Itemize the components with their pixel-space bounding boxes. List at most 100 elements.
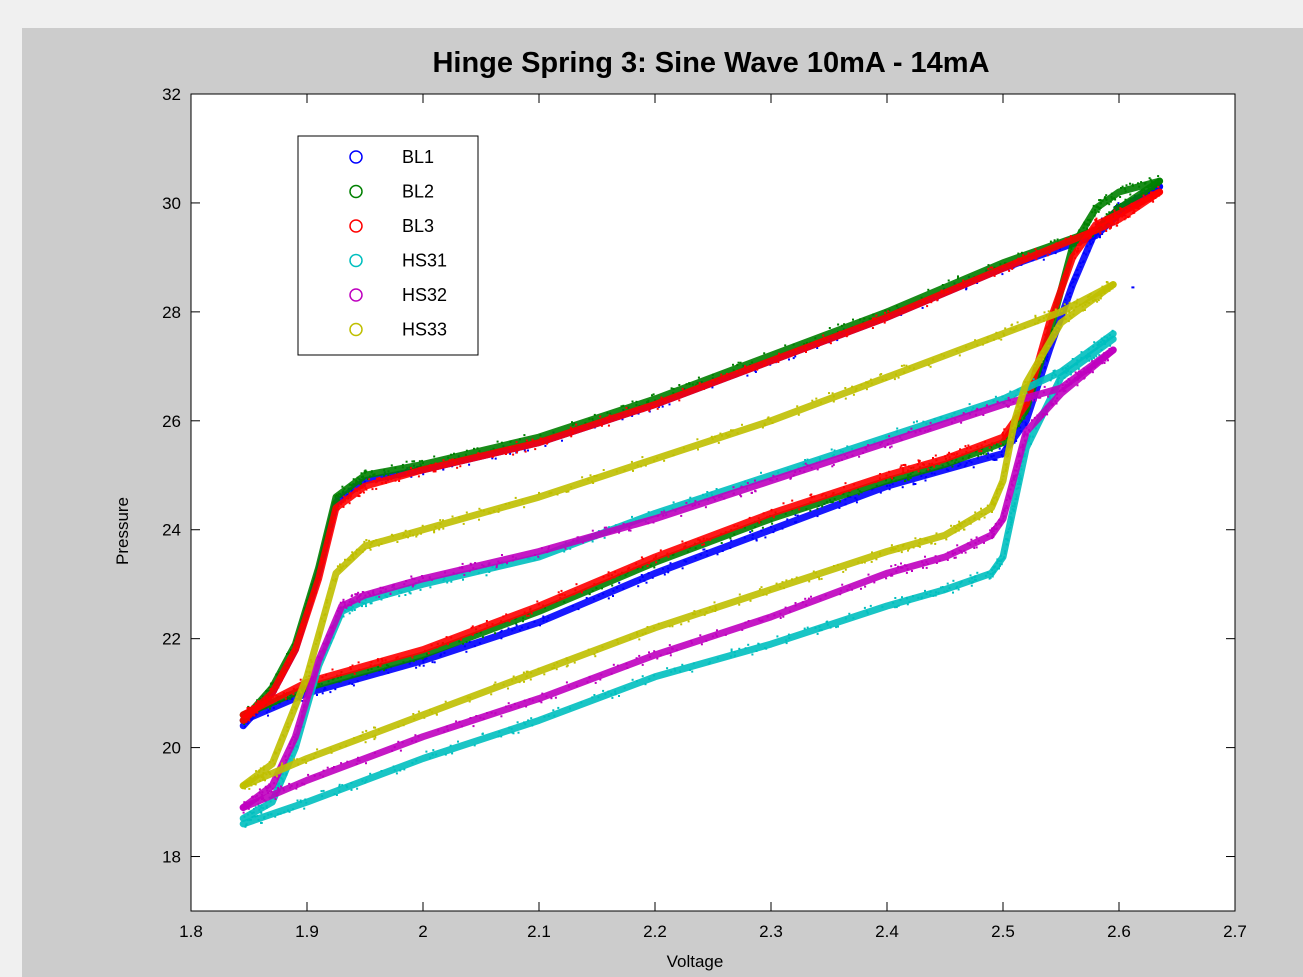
series-hs32-point xyxy=(359,594,362,597)
series-hs32-point xyxy=(308,687,311,690)
series-bl2-point xyxy=(1137,196,1140,199)
series-bl3-point xyxy=(614,571,617,574)
series-bl3-point xyxy=(342,505,345,508)
series-hs32-point xyxy=(976,407,979,410)
x-tick-label: 2.6 xyxy=(1107,922,1131,941)
series-bl2-point xyxy=(1038,371,1040,374)
series-hs33-point xyxy=(587,648,590,651)
series-bl3-point xyxy=(1105,219,1108,222)
series-bl3-point xyxy=(720,373,723,376)
series-bl3-point xyxy=(299,678,302,681)
series-hs32-point xyxy=(816,468,819,471)
series-hs33-point xyxy=(363,540,366,543)
series-bl3-point xyxy=(891,477,894,480)
series-bl3-point xyxy=(349,495,352,498)
series-bl2-point xyxy=(1097,206,1100,209)
series-hs33-point xyxy=(551,667,554,670)
series-hs31-point xyxy=(1015,493,1018,496)
series-hs33-point xyxy=(493,683,496,686)
series-hs33-point xyxy=(268,761,271,764)
figure-window: Hinge Spring 3: Sine Wave 10mA - 14mA 1.… xyxy=(22,28,1303,977)
series-bl1-point xyxy=(993,459,996,461)
series-bl2-point xyxy=(1108,211,1111,214)
series-bl3-point xyxy=(1004,435,1007,438)
series-hs32-point xyxy=(1042,391,1045,394)
series-bl3-point xyxy=(930,301,933,304)
series-hs32-point xyxy=(759,620,762,622)
series-hs31-point xyxy=(508,726,511,729)
series-bl3-point xyxy=(1141,200,1144,203)
series-bl1-point xyxy=(323,688,326,691)
series-bl3-point xyxy=(1132,212,1134,215)
series-hs31-point xyxy=(1087,348,1090,351)
x-tick-label: 1.8 xyxy=(179,922,203,941)
series-hs33-point xyxy=(715,608,718,611)
series-bl3-point xyxy=(324,545,327,548)
series-hs31-point xyxy=(392,765,395,768)
series-hs32-point xyxy=(264,785,267,788)
series-hs33-point xyxy=(323,620,326,623)
series-bl3-point xyxy=(879,473,882,475)
series-bl2-point xyxy=(447,456,450,459)
series-hs32-point xyxy=(339,601,342,604)
series-bl1-point xyxy=(706,554,709,557)
series-hs31-point xyxy=(607,690,610,693)
series-hs32-point xyxy=(461,562,464,565)
series-bl3-point xyxy=(339,673,342,676)
series-bl3-point xyxy=(1045,334,1048,337)
series-bl2-point xyxy=(369,475,371,478)
series-bl2-point xyxy=(292,643,294,646)
series-bl1-point xyxy=(816,515,819,518)
series-hs32-point xyxy=(356,597,359,600)
series-bl1-point xyxy=(539,624,541,627)
series-hs32-point xyxy=(251,795,254,798)
series-hs31-point xyxy=(263,816,266,818)
series-bl2-point xyxy=(544,606,546,609)
series-hs33-point xyxy=(374,734,377,737)
series-hs31-point xyxy=(706,491,709,493)
series-hs31-point xyxy=(1005,398,1008,401)
series-bl3-point xyxy=(617,573,620,576)
series-bl2-point xyxy=(272,681,275,684)
series-hs31-point xyxy=(341,784,344,787)
series-bl3-point xyxy=(613,576,616,579)
series-hs31-point xyxy=(350,788,353,791)
series-hs33-point xyxy=(1018,409,1021,412)
series-hs32-point xyxy=(698,503,700,506)
series-bl1-point xyxy=(965,288,968,291)
series-bl1-point xyxy=(1045,357,1048,360)
series-hs33-point xyxy=(879,553,881,556)
series-hs31-point xyxy=(1038,384,1041,386)
series-bl3-point xyxy=(987,267,990,270)
series-bl1-point xyxy=(561,439,563,442)
series-hs32-point xyxy=(588,675,591,678)
series-bl3-point xyxy=(300,631,302,634)
series-bl3-point xyxy=(709,539,712,541)
series-bl1-point xyxy=(544,444,547,447)
series-hs33-point xyxy=(1026,383,1029,385)
series-bl3-point xyxy=(1077,243,1079,246)
series-bl2-point xyxy=(672,553,675,556)
series-hs33-point xyxy=(632,469,634,472)
series-bl2-point xyxy=(919,471,922,474)
series-bl1-point xyxy=(1076,268,1079,271)
series-bl1-point xyxy=(1117,202,1120,205)
series-bl3-point xyxy=(309,607,312,610)
series-bl3-point xyxy=(1053,302,1056,304)
series-bl3-point xyxy=(509,446,512,448)
series-hs33-point xyxy=(1045,313,1048,316)
series-bl1-point xyxy=(334,688,337,691)
series-bl3-point xyxy=(548,437,551,440)
series-hs31-point xyxy=(1000,560,1002,563)
series-bl2-point xyxy=(954,461,957,464)
series-hs33-point xyxy=(1033,365,1036,367)
series-hs31-point xyxy=(419,588,422,591)
series-bl3-point xyxy=(328,534,331,537)
series-bl2-point xyxy=(1110,192,1113,195)
series-hs32-point xyxy=(775,478,778,481)
series-hs33-point xyxy=(1073,309,1075,312)
series-hs32-point xyxy=(340,762,343,765)
series-hs32-point xyxy=(903,564,906,567)
series-bl3-point xyxy=(575,583,578,586)
series-hs31-point xyxy=(277,784,280,787)
